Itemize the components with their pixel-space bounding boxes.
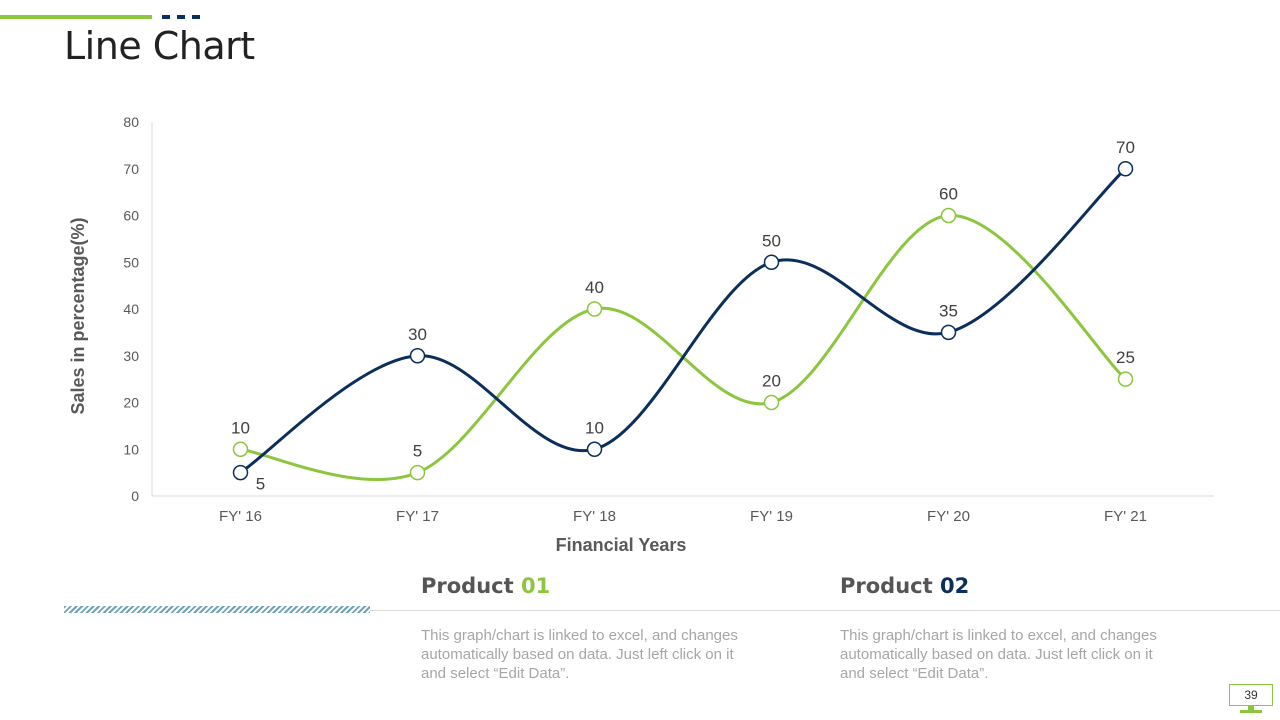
y-tick-label: 50 <box>123 254 139 270</box>
header-accent-dots <box>162 15 200 19</box>
series-2-point <box>940 324 957 341</box>
x-tick-label: FY' 16 <box>219 508 262 525</box>
page-number-stand <box>1248 706 1254 710</box>
series-2-point <box>586 441 603 457</box>
product-01-number: 01 <box>520 574 551 598</box>
series-2-point <box>232 464 249 481</box>
y-axis-ticks: 0 10 20 30 40 50 60 70 80 <box>123 114 139 504</box>
page-title: Line Chart <box>64 24 255 68</box>
y-tick-label: 40 <box>123 301 139 317</box>
data-label: 50 <box>762 231 781 250</box>
x-axis-title: Financial Years <box>556 535 687 555</box>
decorative-hatch-bar <box>64 606 370 613</box>
x-tick-label: FY' 19 <box>750 508 793 525</box>
product-01-block: Product 01 This graph/chart is linked to… <box>421 574 741 683</box>
product-02-number: 02 <box>939 574 970 598</box>
y-axis-title: Sales in percentage(%) <box>68 217 88 414</box>
series-markers <box>232 161 1134 481</box>
series-2-point <box>763 254 780 270</box>
product-02-label: Product <box>840 574 933 598</box>
series-1-point <box>232 441 249 457</box>
series-1-point <box>1117 371 1134 387</box>
page-number-base <box>1240 710 1262 713</box>
series-lines <box>239 167 1127 482</box>
series-1-point <box>586 301 603 317</box>
x-tick-label: FY' 17 <box>396 508 439 525</box>
series-2-point <box>409 348 426 364</box>
x-tick-label: FY' 20 <box>927 508 970 525</box>
section-divider <box>370 610 1280 611</box>
data-label: 5 <box>413 442 422 461</box>
series-2-point <box>1117 161 1134 177</box>
x-tick-label: FY' 21 <box>1104 508 1147 525</box>
data-label: 30 <box>408 325 427 344</box>
x-axis-ticks: FY' 16 FY' 17 FY' 18 FY' 19 FY' 20 FY' 21 <box>219 508 1147 525</box>
data-label: 20 <box>762 372 781 391</box>
product-01-label: Product <box>421 574 514 598</box>
y-tick-label: 30 <box>123 348 139 364</box>
series-1-point <box>409 464 426 481</box>
data-label: 10 <box>231 418 250 437</box>
x-tick-label: FY' 18 <box>573 508 616 525</box>
y-tick-label: 70 <box>123 161 139 177</box>
header-accent-line <box>0 15 152 19</box>
series-line-1 <box>239 213 1127 482</box>
y-tick-label: 60 <box>123 208 139 224</box>
data-label: 70 <box>1116 138 1135 157</box>
y-tick-label: 80 <box>123 114 139 130</box>
data-label: 40 <box>585 278 604 297</box>
y-tick-label: 20 <box>123 395 139 411</box>
data-label: 25 <box>1116 348 1135 367</box>
product-01-title: Product 01 <box>421 574 741 598</box>
product-02-block: Product 02 This graph/chart is linked to… <box>840 574 1160 683</box>
y-tick-label: 10 <box>123 441 139 457</box>
chart-axes <box>151 122 1214 497</box>
series-1-point <box>940 207 957 224</box>
data-label: 5 <box>256 475 265 494</box>
data-label: 10 <box>585 418 604 437</box>
series-data-labels: 10 5 40 20 60 25 5 30 10 50 35 70 <box>231 138 1135 494</box>
product-02-title: Product 02 <box>840 574 1160 598</box>
product-01-description: This graph/chart is linked to excel, and… <box>421 627 738 682</box>
page-number: 39 <box>1229 684 1273 706</box>
series-line-2 <box>239 167 1127 475</box>
product-02-description: This graph/chart is linked to excel, and… <box>840 627 1157 682</box>
series-1-point <box>763 394 780 411</box>
data-label: 35 <box>939 301 958 320</box>
data-label: 60 <box>939 185 958 204</box>
y-tick-label: 0 <box>131 488 139 504</box>
